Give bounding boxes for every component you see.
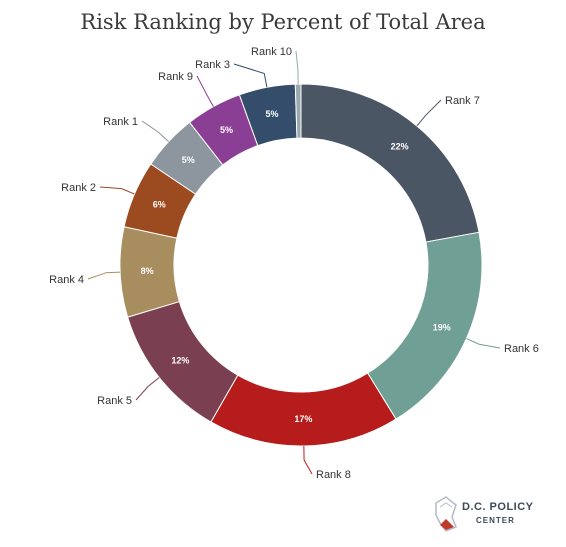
dc-policy-center-logo: D.C. POLICY CENTER <box>432 495 552 535</box>
category-label-rank-4: Rank 4 <box>49 274 84 286</box>
category-label-rank-1: Rank 1 <box>103 116 138 128</box>
category-label-rank-8: Rank 8 <box>316 469 351 481</box>
label-connector <box>233 63 268 88</box>
chart-title: Risk Ranking by Percent of Total Area <box>80 10 486 34</box>
slice-rank-6[interactable] <box>366 231 483 420</box>
logo-text-line2: CENTER <box>476 516 515 525</box>
slice-value-label: 8% <box>141 266 154 276</box>
slice-rank-8[interactable] <box>210 372 397 447</box>
label-connector <box>303 445 313 475</box>
logo-text-line1: D.C. POLICY <box>462 501 534 513</box>
slice-value-label: 5% <box>265 109 278 119</box>
category-label-rank-2: Rank 2 <box>61 182 96 194</box>
label-connector <box>295 50 299 85</box>
dc-map-icon <box>435 496 457 532</box>
category-label-rank-5: Rank 5 <box>97 395 132 407</box>
slice-value-label: 22% <box>391 142 409 152</box>
slice-value-label: 19% <box>433 323 451 333</box>
category-label-rank-9: Rank 9 <box>158 71 193 83</box>
label-connector <box>466 338 501 349</box>
category-label-rank-7: Rank 7 <box>445 95 480 107</box>
slice-value-label: 12% <box>171 356 189 366</box>
label-connector <box>416 99 442 127</box>
slice-value-label: 5% <box>220 125 233 135</box>
label-connector <box>99 186 135 195</box>
label-connector <box>141 120 169 143</box>
slice-value-label: 6% <box>153 200 166 210</box>
slice-rank-7[interactable] <box>300 83 480 243</box>
slice-rank-10[interactable] <box>294 83 302 139</box>
label-connector <box>196 75 214 107</box>
slice-value-label: 5% <box>182 155 195 165</box>
category-label-rank-6: Rank 6 <box>504 343 539 355</box>
label-connector <box>135 377 160 401</box>
category-label-rank-3: Rank 3 <box>195 59 230 71</box>
slice-value-label: 17% <box>294 414 312 424</box>
category-label-rank-10: Rank 10 <box>251 46 292 58</box>
label-connector <box>87 271 121 280</box>
